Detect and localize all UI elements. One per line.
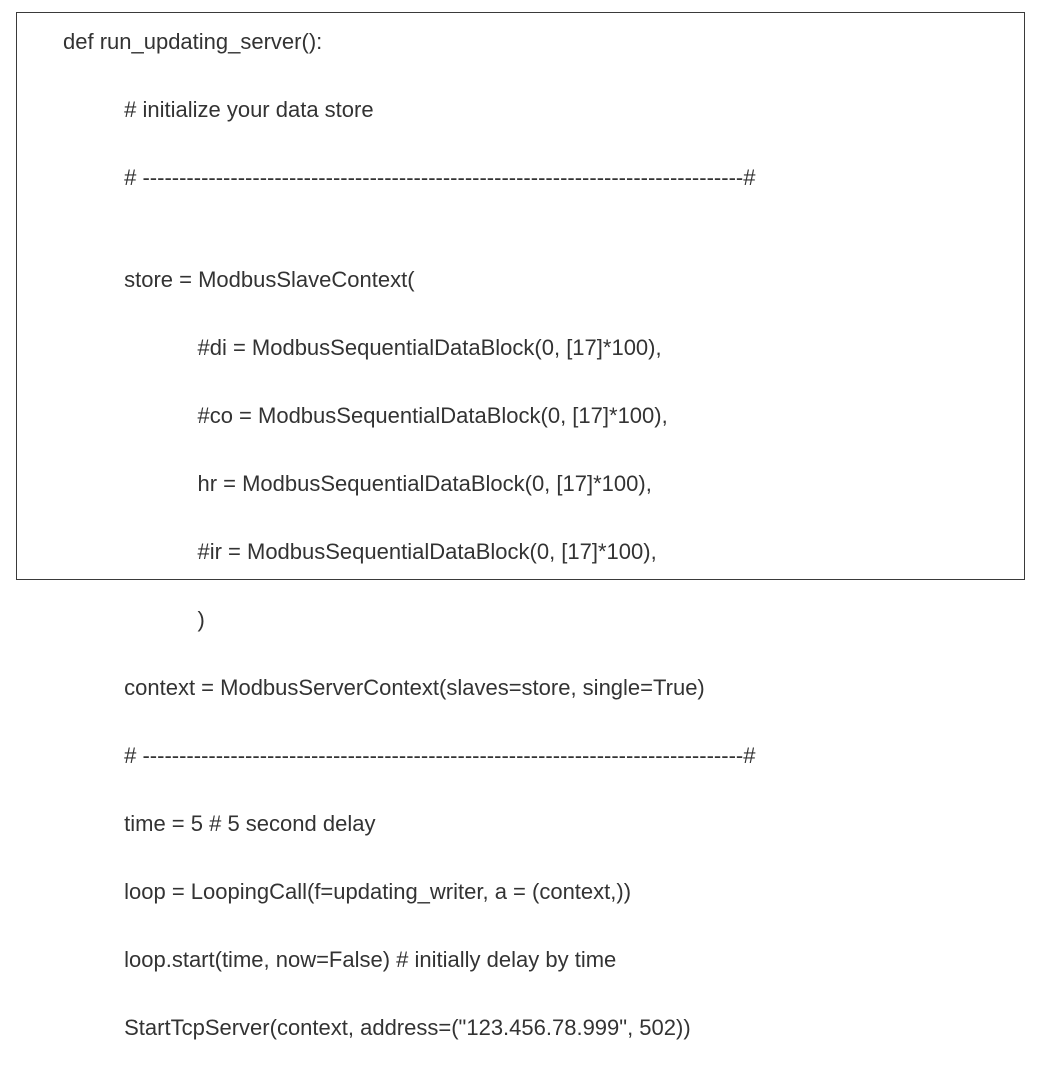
code-line: # initialize your data store xyxy=(17,93,1024,127)
code-line: loop = LoopingCall(f=updating_writer, a … xyxy=(17,875,1024,909)
code-line: time = 5 # 5 second delay xyxy=(17,807,1024,841)
code-line: # --------------------------------------… xyxy=(17,161,1024,195)
code-line: store = ModbusSlaveContext( xyxy=(17,263,1024,297)
code-line: StartTcpServer(context, address=("123.45… xyxy=(17,1011,1024,1045)
code-line: ) xyxy=(17,603,1024,637)
code-block: def run_updating_server(): # initialize … xyxy=(17,25,1024,1079)
code-line: def run_updating_server(): xyxy=(17,25,1024,59)
code-line: hr = ModbusSequentialDataBlock(0, [17]*1… xyxy=(17,467,1024,501)
code-line: #co = ModbusSequentialDataBlock(0, [17]*… xyxy=(17,399,1024,433)
code-line: # --------------------------------------… xyxy=(17,739,1024,773)
code-line: #ir = ModbusSequentialDataBlock(0, [17]*… xyxy=(17,535,1024,569)
code-line: loop.start(time, now=False) # initially … xyxy=(17,943,1024,977)
code-line: context = ModbusServerContext(slaves=sto… xyxy=(17,671,1024,705)
code-line: #di = ModbusSequentialDataBlock(0, [17]*… xyxy=(17,331,1024,365)
code-snippet-box: def run_updating_server(): # initialize … xyxy=(16,12,1025,580)
